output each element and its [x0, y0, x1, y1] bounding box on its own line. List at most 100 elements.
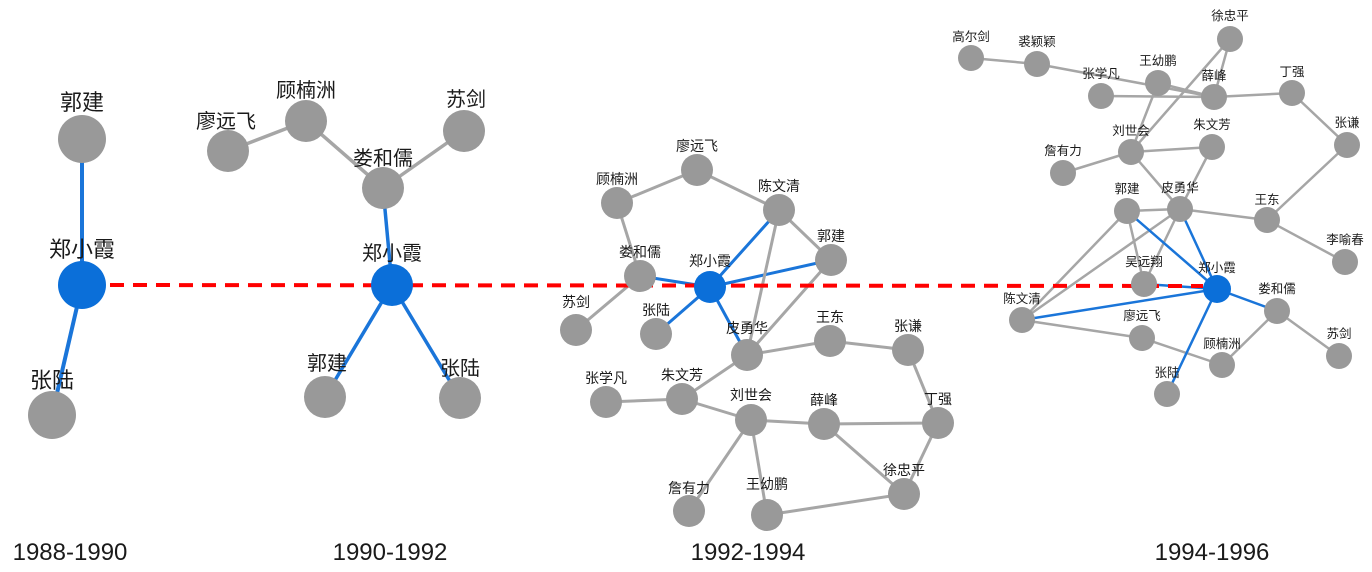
edge-zhengxiaoxia-guojian-focus: [323, 283, 394, 399]
node-qiuyingying[interactable]: [1024, 51, 1050, 77]
node-sujian[interactable]: [443, 110, 485, 152]
node-liyuchun[interactable]: [1332, 249, 1358, 275]
node-liaoyuanfei[interactable]: [681, 154, 713, 186]
node-label-zhengxiaoxia: 郑小霞: [362, 241, 422, 265]
node-guojian[interactable]: [304, 376, 346, 418]
node-label-chenwenqing: 陈文清: [1003, 291, 1041, 306]
node-zhangqian[interactable]: [892, 334, 924, 366]
node-liaoyuanfei[interactable]: [207, 130, 249, 172]
node-wuyuanxiang[interactable]: [1131, 271, 1157, 297]
focus-timeline-dashed-line: [109, 283, 1204, 288]
node-zhangxuefan[interactable]: [1088, 83, 1114, 109]
timeline-layer: [109, 283, 1204, 288]
node-label-zhanglu: 张陆: [642, 303, 670, 319]
edge-liushihui-zhanyouli: [687, 418, 753, 513]
node-label-liushihui: 刘世会: [1112, 123, 1150, 138]
node-label-guojian: 郭建: [60, 91, 104, 116]
node-focus-zhengxiaoxia[interactable]: [1203, 275, 1231, 303]
edge-liaoyuanfei-gunanzhou: [1140, 336, 1224, 367]
node-label-zhangqian: 张谦: [894, 319, 922, 335]
node-dingqiang[interactable]: [1279, 80, 1305, 106]
node-loueru[interactable]: [1264, 298, 1290, 324]
node-gunanzhou[interactable]: [1209, 352, 1235, 378]
node-label-zhanyouli: 詹有力: [668, 481, 710, 497]
node-loueru[interactable]: [362, 167, 404, 209]
edge-chenwenqing-liaoyuanfei: [1020, 318, 1144, 340]
node-sujian[interactable]: [560, 314, 592, 346]
edge-guojian-zhengxiaoxia-focus: [1125, 209, 1219, 291]
node-label-zhuwenfang: 朱文芳: [661, 367, 703, 384]
node-label-loueru: 娄和儒: [1258, 281, 1296, 296]
period-label-1990-1992: 1990-1992: [333, 539, 448, 566]
node-loueru[interactable]: [624, 260, 656, 292]
node-zhanglu[interactable]: [28, 391, 76, 439]
node-liushihui[interactable]: [735, 404, 767, 436]
nodes-layer: [28, 26, 1360, 531]
node-chenwenqing[interactable]: [763, 194, 795, 226]
node-piyonghua[interactable]: [1167, 196, 1193, 222]
node-label-xuefeng: 薛峰: [1201, 68, 1227, 83]
node-piyonghua[interactable]: [731, 339, 763, 371]
edge-piyonghua-chenwenqing: [1020, 207, 1182, 322]
node-zhangxuefan[interactable]: [590, 386, 622, 418]
node-guojian[interactable]: [58, 115, 106, 163]
edge-piyonghua-zhengxiaoxia-focus: [1178, 207, 1219, 291]
node-label-guojian: 郭建: [307, 351, 347, 375]
edge-xuefeng-dingqiang: [1212, 91, 1294, 99]
node-focus-zhengxiaoxia[interactable]: [58, 261, 106, 309]
node-zhanyouli[interactable]: [1050, 160, 1076, 186]
edge-qiuyingying-xuefeng: [1035, 62, 1216, 99]
node-label-wangdong: 王东: [816, 310, 844, 326]
node-xuzhongping[interactable]: [888, 478, 920, 510]
node-zhanyouli[interactable]: [673, 495, 705, 527]
node-wangdong[interactable]: [814, 325, 846, 357]
node-wangyoupeng[interactable]: [751, 499, 783, 531]
node-liushihui[interactable]: [1118, 139, 1144, 165]
edge-piyonghua-wuyuanxiang: [1142, 207, 1182, 286]
node-xuzhongping[interactable]: [1217, 26, 1243, 52]
node-xuefeng[interactable]: [1201, 84, 1227, 110]
node-guojian[interactable]: [815, 244, 847, 276]
edge-xuefeng-xuzhongping: [822, 422, 906, 496]
node-xuefeng[interactable]: [808, 408, 840, 440]
edge-guojian-piyonghua: [745, 258, 833, 357]
node-label-wuyuanxiang: 吴远翔: [1125, 254, 1163, 269]
node-label-liaoyuanfei: 廖远飞: [1123, 308, 1161, 323]
node-label-wangdong: 王东: [1254, 192, 1279, 207]
node-zhangqian[interactable]: [1334, 132, 1360, 158]
node-chenwenqing[interactable]: [1009, 307, 1035, 333]
period-label-1992-1994: 1992-1994: [691, 539, 806, 566]
node-focus-zhengxiaoxia[interactable]: [694, 271, 726, 303]
node-label-zhangxuefan: 张学凡: [585, 371, 627, 387]
period-label-1994-1996: 1994-1996: [1155, 539, 1270, 566]
node-zhanglu[interactable]: [1154, 381, 1180, 407]
node-gunanzhou[interactable]: [285, 100, 327, 142]
node-label-dingqiang: 丁强: [924, 392, 952, 408]
node-sujian[interactable]: [1326, 343, 1352, 369]
node-zhanglu[interactable]: [439, 377, 481, 419]
edge-zhangxuefan-xuefeng: [1099, 94, 1216, 99]
node-wangyoupeng[interactable]: [1145, 70, 1171, 96]
node-label-piyonghua: 皮勇华: [726, 321, 768, 337]
node-label-sujian: 苏剑: [1326, 326, 1351, 341]
node-zhuwenfang[interactable]: [666, 383, 698, 415]
node-zhuwenfang[interactable]: [1199, 134, 1225, 160]
node-label-zhanglu: 张陆: [440, 356, 480, 380]
node-label-sujian: 苏剑: [446, 87, 486, 111]
node-label-xuefeng: 薛峰: [810, 393, 838, 409]
node-focus-zhengxiaoxia[interactable]: [371, 264, 413, 306]
node-zhanglu[interactable]: [640, 318, 672, 350]
node-label-guojian: 郭建: [817, 228, 845, 245]
node-label-loueru: 娄和儒: [619, 245, 661, 261]
node-guojian[interactable]: [1114, 198, 1140, 224]
node-dingqiang[interactable]: [922, 407, 954, 439]
node-wangdong[interactable]: [1254, 207, 1280, 233]
node-gaoerjian[interactable]: [958, 45, 984, 71]
edge-zhengxiaoxia-guojian-focus: [708, 258, 833, 289]
node-label-gunanzhou: 顾楠洲: [1203, 336, 1241, 351]
node-liaoyuanfei[interactable]: [1129, 325, 1155, 351]
node-label-piyonghua: 皮勇华: [1161, 180, 1199, 195]
node-gunanzhou[interactable]: [601, 187, 633, 219]
node-label-zhanglu: 张陆: [30, 369, 74, 394]
